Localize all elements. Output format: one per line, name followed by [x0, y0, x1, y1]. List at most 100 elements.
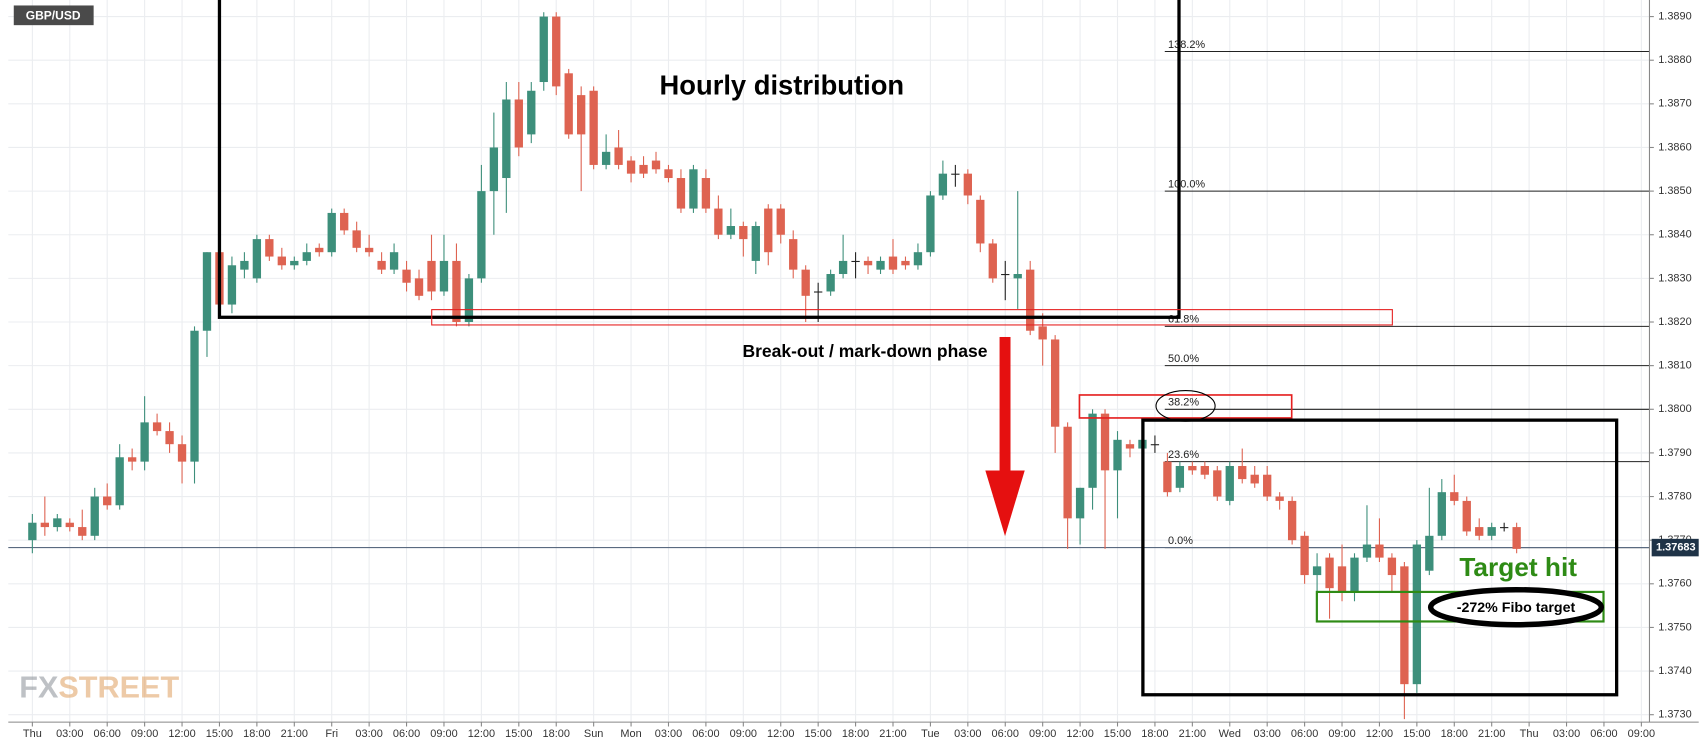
candle-body	[65, 522, 74, 528]
candle-body	[1325, 557, 1334, 589]
candle-body	[1362, 544, 1372, 558]
candle-body	[1238, 465, 1247, 480]
title-box	[13, 5, 94, 26]
candle-body	[1300, 535, 1309, 576]
candle-body	[340, 212, 349, 231]
x-tick-label: 12:00	[767, 728, 794, 740]
candle-body	[726, 226, 736, 235]
candle-body	[190, 330, 199, 462]
fib-label: 23.6%	[1168, 449, 1199, 461]
candle-body	[1500, 527, 1509, 529]
candle-body	[115, 457, 124, 506]
x-tick-label: 15:00	[505, 728, 532, 740]
candle-body	[414, 278, 424, 296]
watermark: FXSTREET	[19, 670, 179, 704]
x-tick-label: 21:00	[879, 728, 906, 740]
candle-body	[589, 90, 598, 165]
y-tick-label: 1.3860	[1658, 141, 1691, 153]
candle-body	[1188, 465, 1197, 471]
x-tick-label: 21:00	[1478, 728, 1505, 740]
breakout-zone	[431, 309, 1393, 326]
candle-body	[1175, 465, 1185, 488]
y-axis-band	[1649, 0, 1699, 744]
candle-body	[389, 252, 399, 270]
candle-body	[1475, 527, 1484, 536]
x-tick-label: 03:00	[355, 728, 382, 740]
axes: 1.3890 1.3880 1.3870 1.3860 1.3850 1.3840 1.38…	[23, 10, 1699, 740]
candle-body	[427, 260, 436, 292]
candle-body	[1026, 269, 1035, 331]
candle-body	[240, 260, 249, 270]
x-tick-label: 06:00	[94, 728, 121, 740]
x-tick-label: 06:00	[992, 728, 1019, 740]
candle-body	[514, 99, 523, 148]
candle-body	[1412, 544, 1422, 685]
candle-body	[40, 522, 49, 528]
fib-label: 138.2%	[1168, 39, 1205, 51]
candle-body	[1400, 566, 1409, 685]
candle-body	[140, 422, 149, 462]
x-tick-label: 12:00	[468, 728, 495, 740]
candle-body	[739, 226, 748, 240]
candle-body	[1275, 496, 1284, 501]
x-tick-label: 09:00	[1628, 728, 1655, 740]
candle-body	[1225, 465, 1234, 501]
candle-body	[776, 208, 785, 235]
y-tick-label: 1.3740	[1658, 665, 1691, 677]
x-tick-label: Tue	[921, 728, 939, 740]
candle-body	[976, 199, 985, 244]
candle-body	[651, 160, 661, 170]
watermark-street: STREET	[58, 670, 179, 704]
x-tick-label: 03:00	[56, 728, 83, 740]
candles	[28, 12, 1521, 720]
x-tick-label: 09:00	[730, 728, 757, 740]
y-tick-label: 1.3790	[1658, 447, 1691, 459]
candle-body	[1250, 474, 1259, 484]
candle-body	[639, 164, 648, 174]
candle-body	[1287, 500, 1297, 541]
arrow-shaft	[999, 336, 1011, 473]
x-tick-label: Sun	[584, 728, 603, 740]
candle-body	[464, 278, 474, 323]
last-price-box	[1651, 538, 1699, 557]
candle-body	[252, 239, 262, 279]
candle-body	[402, 269, 411, 283]
candle-body	[1163, 461, 1172, 493]
x-tick-label: 03:00	[1253, 728, 1280, 740]
candle-body	[577, 95, 586, 135]
x-tick-label: 03:00	[954, 728, 981, 740]
candle-body	[926, 195, 935, 253]
x-tick-label: 09:00	[430, 728, 457, 740]
x-tick-label: 12:00	[168, 728, 195, 740]
candle-body	[1375, 544, 1384, 558]
candle-body	[327, 212, 336, 253]
candle-body	[751, 226, 760, 261]
candle-body	[1350, 557, 1359, 593]
y-tick-label: 1.3850	[1658, 185, 1691, 197]
watermark-fx: FX	[19, 670, 59, 704]
candle-body	[377, 260, 386, 270]
candle-body	[801, 269, 810, 296]
x-tick-label: 21:00	[1179, 728, 1206, 740]
x-tick-label: 09:00	[1328, 728, 1355, 740]
fib-label: 0.0%	[1168, 535, 1193, 547]
x-tick-label: 18:00	[842, 728, 869, 740]
annotation: Break-out / mark-down phase	[742, 341, 987, 361]
distribution-box	[217, 0, 1181, 319]
candle-body	[1213, 470, 1222, 497]
x-tick-label: 03:00	[1553, 728, 1580, 740]
candle-body	[1437, 492, 1446, 536]
candle-body	[227, 265, 237, 305]
candle-body	[439, 260, 449, 292]
candle-body	[626, 160, 636, 174]
x-tick-label: 09:00	[1029, 728, 1056, 740]
candle-body	[1063, 426, 1072, 519]
candle-body	[951, 173, 960, 175]
x-tick-label: Mon	[620, 728, 641, 740]
candle-body	[127, 457, 137, 462]
x-tick-label: 06:00	[692, 728, 719, 740]
target-box	[1141, 418, 1619, 697]
candle-body	[1100, 413, 1110, 471]
candle-body	[78, 527, 87, 536]
